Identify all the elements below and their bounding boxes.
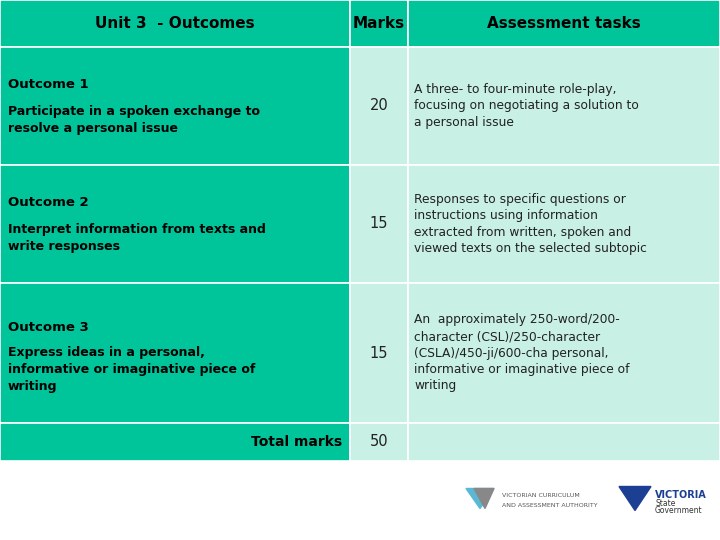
Text: Participate in a spoken exchange to
resolve a personal issue: Participate in a spoken exchange to reso…	[8, 105, 260, 135]
Bar	[408, 165, 720, 283]
Text: Outcome 3: Outcome 3	[8, 321, 89, 334]
Text: AND ASSESSMENT AUTHORITY: AND ASSESSMENT AUTHORITY	[502, 503, 598, 508]
Bar	[350, 283, 408, 423]
Text: 50: 50	[369, 435, 388, 449]
Bar	[0, 0, 350, 47]
Text: 15: 15	[370, 346, 388, 361]
Bar	[0, 461, 720, 540]
Text: A three- to four-minute role-play,
focusing on negotiating a solution to
a perso: A three- to four-minute role-play, focus…	[414, 83, 639, 129]
Bar	[408, 283, 720, 423]
Text: Marks: Marks	[353, 16, 405, 31]
Bar	[350, 47, 408, 165]
Text: VICTORIA: VICTORIA	[655, 489, 707, 500]
Text: Outcome 2: Outcome 2	[8, 196, 89, 210]
Bar	[350, 0, 408, 47]
Bar	[0, 47, 350, 165]
Text: Assessment tasks: Assessment tasks	[487, 16, 641, 31]
Text: 20: 20	[369, 98, 388, 113]
Bar	[350, 423, 408, 461]
Bar	[0, 165, 350, 283]
Text: 15: 15	[370, 217, 388, 232]
Bar	[408, 0, 720, 47]
Bar	[0, 283, 350, 423]
Text: Unit 3  - Outcomes: Unit 3 - Outcomes	[95, 16, 255, 31]
Text: Express ideas in a personal,
informative or imaginative piece of
writing: Express ideas in a personal, informative…	[8, 346, 256, 393]
Bar	[0, 423, 350, 461]
Text: State: State	[655, 499, 675, 508]
Text: Responses to specific questions or
instructions using information
extracted from: Responses to specific questions or instr…	[414, 193, 647, 255]
Text: Interpret information from texts and
write responses: Interpret information from texts and wri…	[8, 223, 266, 253]
Bar	[408, 47, 720, 165]
Text: Government: Government	[655, 506, 703, 515]
Bar	[350, 165, 408, 283]
Polygon shape	[474, 489, 494, 509]
Polygon shape	[466, 489, 494, 509]
Text: Outcome 1: Outcome 1	[8, 78, 89, 91]
Text: VICTORIAN CURRICULUM: VICTORIAN CURRICULUM	[502, 493, 580, 498]
Bar	[408, 423, 720, 461]
Text: Total marks: Total marks	[251, 435, 342, 449]
Polygon shape	[619, 487, 651, 510]
Text: An  approximately 250-word/200-
character (CSL)/250-character
(CSLA)/450-ji/600-: An approximately 250-word/200- character…	[414, 314, 629, 393]
